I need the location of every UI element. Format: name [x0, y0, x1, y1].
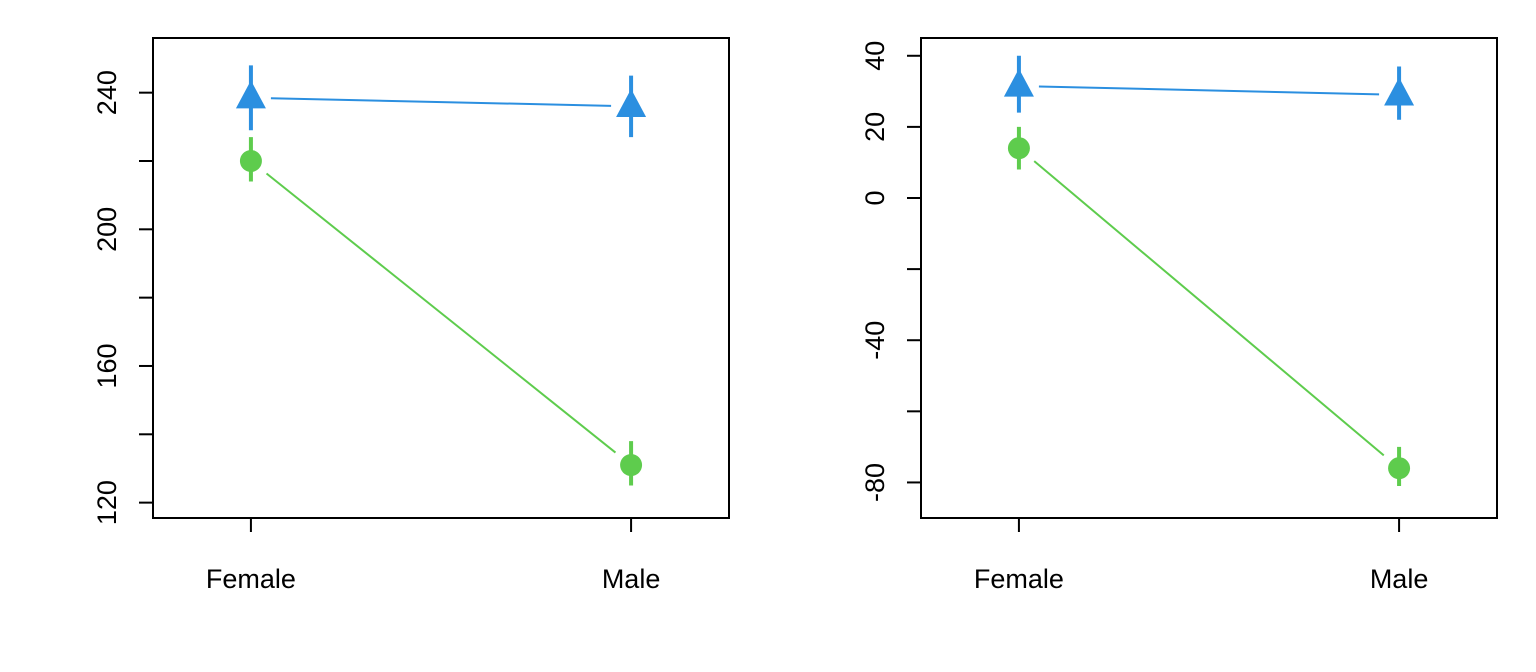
circle-point	[239, 149, 262, 172]
plot-frame	[152, 37, 730, 519]
plot-frame	[920, 37, 1498, 519]
circle-point	[1388, 457, 1411, 480]
triangle-point	[235, 80, 266, 109]
triangle-point	[1003, 68, 1034, 97]
y-tick-label: 20	[860, 112, 890, 142]
x-tick-label: Female	[974, 564, 1064, 594]
series-line-triangle	[1038, 85, 1380, 96]
y-tick-label: -80	[860, 463, 890, 502]
y-tick-label: 200	[92, 207, 122, 252]
series-line-circle	[1033, 160, 1385, 457]
y-tick-label: 40	[860, 41, 890, 71]
series-line-triangle	[270, 97, 612, 107]
y-tick-label: 160	[92, 343, 122, 388]
y-tick-label: 0	[860, 190, 890, 205]
x-tick-label: Female	[206, 564, 296, 594]
triangle-point	[616, 88, 647, 117]
circle-point	[620, 454, 643, 477]
y-tick-label: 120	[92, 480, 122, 525]
x-tick-label: Male	[1370, 564, 1429, 594]
y-tick-label: -40	[860, 321, 890, 360]
series-line-circle	[265, 172, 617, 454]
y-tick-label: 240	[92, 70, 122, 115]
right-plot-panel: -80 -40 0 20 40 Female Male	[860, 37, 1498, 594]
x-tick-label: Male	[602, 564, 661, 594]
circle-point	[1007, 137, 1030, 160]
left-plot-panel: 120 160 200 240 Female Male	[92, 37, 730, 594]
triangle-point	[1384, 77, 1415, 106]
